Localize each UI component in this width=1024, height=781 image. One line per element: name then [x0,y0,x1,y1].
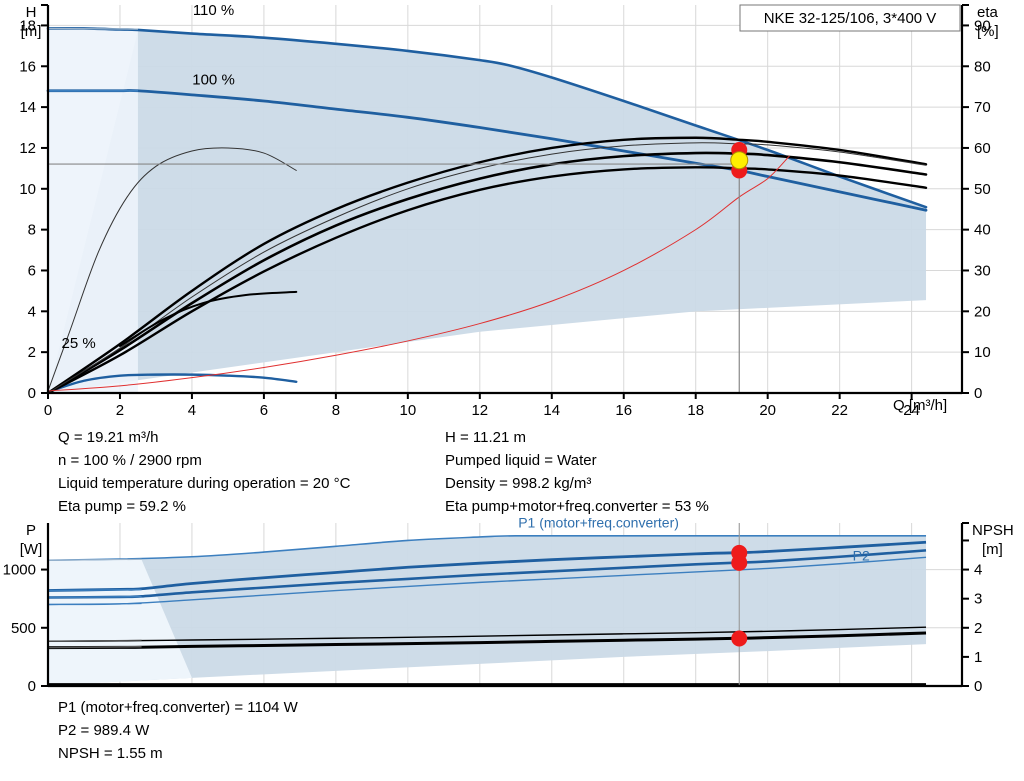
x-tick-2: 2 [116,402,124,419]
eta-tick-50: 50 [974,181,991,198]
bottom-chart-envelope [48,535,927,686]
y-tick-4: 4 [28,303,36,320]
y-tick-10: 10 [19,181,36,198]
eta-tick-80: 80 [974,58,991,75]
p-tick-500: 500 [11,620,36,637]
x-tick-18: 18 [687,402,704,419]
top-chart-operating-point-markers[interactable] [730,141,749,179]
result-npsh: NPSH = 1.55 m [58,745,163,762]
y-tick-12: 12 [19,140,36,157]
x-tick-6: 6 [260,402,268,419]
y-tick-16: 16 [19,58,36,75]
bottom-chart-annotations: P1 (motor+freq.converter) P2 [518,518,870,563]
bottom-chart-tick-labels: 0 500 1000 0 1 2 3 4 [3,562,983,693]
top-chart-envelope [48,28,927,393]
eta-tick-90: 90 [974,17,991,34]
y2-axis-title-npsh: NPSH [972,522,1014,539]
top-chart-operating-reference-lines [48,163,740,393]
curve-label-0: 110 % [193,2,234,19]
y-axis-unit-h: [m] [21,23,42,40]
eta-tick-30: 30 [974,262,991,279]
result-eta-total: Eta pump+motor+freq.converter = 53 % [445,498,709,515]
top-results-text: Q = 19.21 m³/h n = 100 % / 2900 rpm Liqu… [58,429,709,515]
npsh-tick-1: 1 [974,649,982,666]
eta-tick-20: 20 [974,303,991,320]
y-tick-0: 0 [28,385,36,402]
y-tick-18: 18 [19,17,36,34]
result-pumped-liquid: Pumped liquid = Water [445,452,597,469]
bottom-chart-curves [47,534,927,687]
npsh-tick-2: 2 [974,620,982,637]
top-chart-axes [41,4,969,399]
x-tick-4: 4 [188,402,196,419]
y-axis-title-h: H [26,4,37,21]
x-axis-title-q: Q [m³/h] [893,397,947,414]
model-title-label: NKE 32-125/106, 3*400 V [764,10,937,27]
y-tick-2: 2 [28,344,36,361]
x-tick-22: 22 [831,402,848,419]
model-title-box: NKE 32-125/106, 3*400 V [739,4,961,32]
x-tick-0: 0 [44,402,52,419]
y2-axis-unit-eta: [%] [977,23,999,40]
npsh-tick-4: 4 [974,562,982,579]
npsh-tick-3: 3 [974,591,982,608]
x-tick-20: 20 [759,402,776,419]
bottom-chart-operating-point-markers[interactable] [731,544,748,647]
top-chart-annotations: 110 % 100 % 25 % [61,2,234,352]
p-tick-0: 0 [28,678,36,693]
eta-tick-0: 0 [974,385,982,402]
npsh-tick-0: 0 [974,678,982,693]
result-h: H = 11.21 m [445,429,526,446]
curve-label-2: 25 % [61,335,95,352]
y-tick-14: 14 [19,99,36,116]
x-tick-10: 10 [399,402,416,419]
result-p2: P2 = 989.4 W [58,722,150,739]
result-liquid-temperature: Liquid temperature during operation = 20… [58,475,351,492]
bottom-results-text: P1 (motor+freq.converter) = 1104 W P2 = … [58,699,299,762]
power-curve-label-1: P2 [853,547,870,563]
result-eta-pump: Eta pump = 59.2 % [58,498,186,515]
x-tick-16: 16 [615,402,632,419]
x-tick-24: 24 [903,402,920,419]
p-tick-1000: 1000 [3,562,36,579]
bottom-chart-axes [41,522,969,688]
y2-axis-unit-npsh: [m] [982,541,1003,558]
eta-tick-70: 70 [974,99,991,116]
eta-tick-60: 60 [974,140,991,157]
y2-axis-title-eta: eta [977,4,999,21]
result-q: Q = 19.21 m³/h [58,429,158,446]
result-p1: P1 (motor+freq.converter) = 1104 W [58,699,299,716]
x-tick-12: 12 [471,402,488,419]
y-axis-unit-p: [W] [20,541,43,558]
result-density: Density = 998.2 kg/m³ [445,475,591,492]
power-curve-label-0: P1 (motor+freq.converter) [518,518,679,531]
y-axis-title-p: P [26,522,36,539]
y-tick-8: 8 [28,222,36,239]
y-tick-6: 6 [28,262,36,279]
eta-tick-40: 40 [974,222,991,239]
x-tick-14: 14 [543,402,560,419]
eta-tick-10: 10 [974,344,991,361]
result-n: n = 100 % / 2900 rpm [58,452,202,469]
x-tick-8: 8 [332,402,340,419]
curve-label-1: 100 % [192,72,235,89]
top-chart-curves [46,27,928,395]
